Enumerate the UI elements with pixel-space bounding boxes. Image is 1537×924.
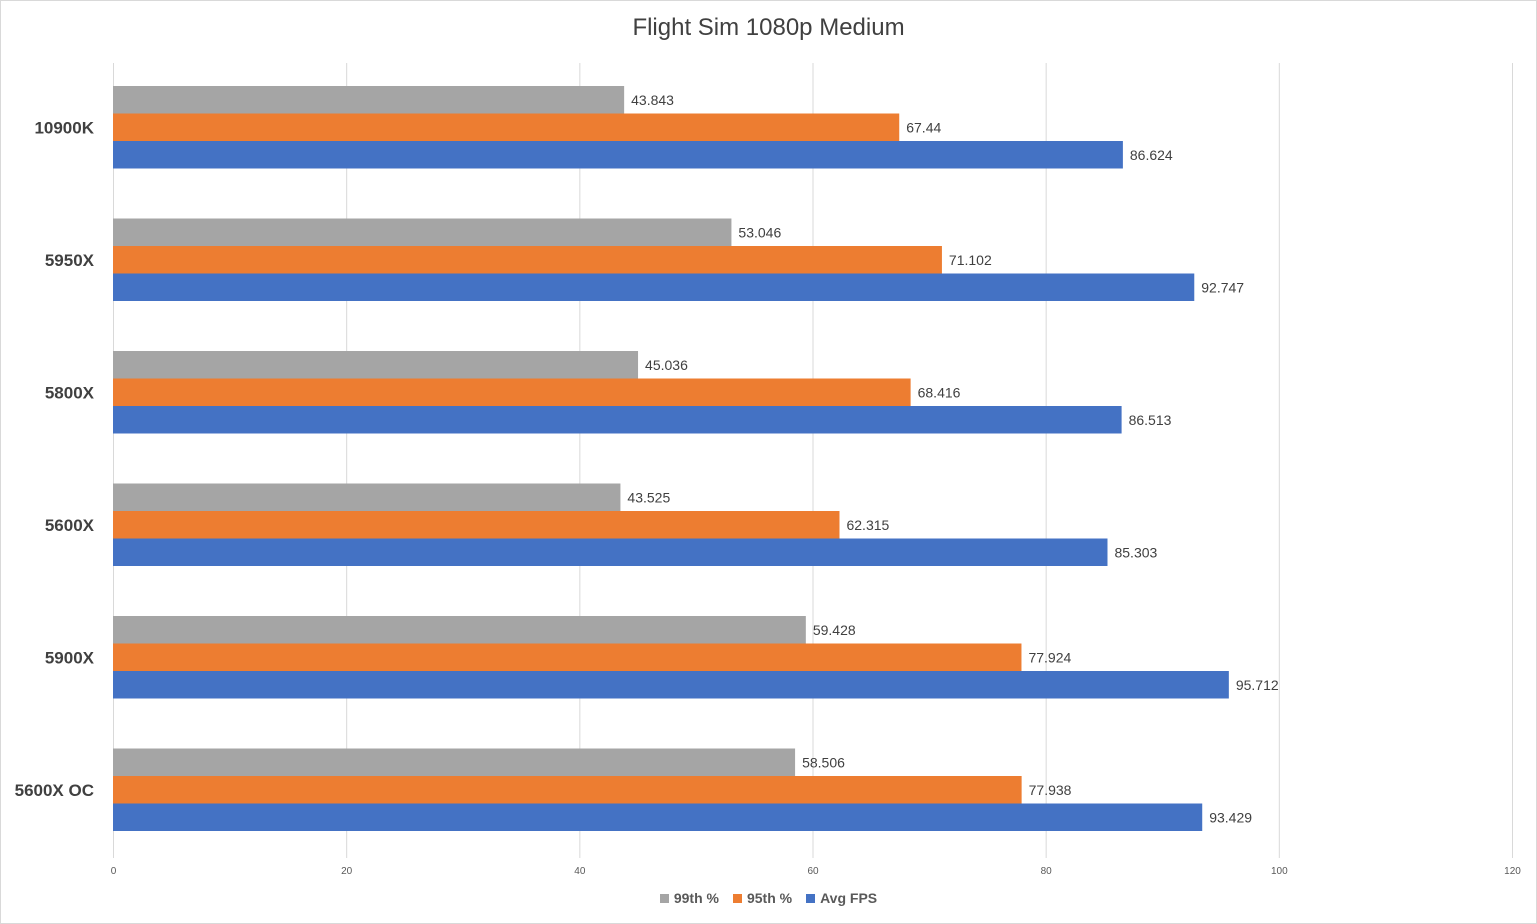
legend-swatch-avg-fps [806, 893, 816, 903]
legend-item-avg-fps: Avg FPS [806, 890, 877, 906]
bar [113, 246, 942, 274]
x-tick-label: 80 [1041, 866, 1053, 877]
category-label: 5950X [45, 251, 95, 270]
legend: 99th % 95th % Avg FPS [0, 890, 1537, 906]
category-label: 5800X [45, 383, 95, 402]
data-label: 58.506 [802, 754, 845, 770]
x-tick-label: 20 [341, 866, 353, 877]
data-label: 45.036 [645, 357, 688, 373]
x-tick-label: 120 [1504, 866, 1521, 877]
bar [113, 643, 1022, 671]
data-label: 68.416 [918, 384, 961, 400]
data-label: 85.303 [1114, 544, 1157, 560]
x-tick-label: 0 [111, 866, 117, 877]
legend-label-avg-fps: Avg FPS [820, 890, 878, 906]
bar [113, 748, 796, 776]
category-label: 5900X [45, 648, 95, 667]
x-tick-label: 100 [1271, 866, 1288, 877]
category-label: 5600X OC [15, 781, 94, 800]
data-label: 43.843 [631, 92, 674, 108]
data-label: 86.513 [1129, 412, 1172, 428]
x-tick-label: 60 [807, 866, 819, 877]
bar [113, 141, 1123, 169]
bar [113, 776, 1022, 804]
legend-label-99th: 99th % [673, 890, 719, 906]
bar [113, 511, 840, 539]
data-label: 53.046 [738, 224, 781, 240]
data-label: 43.525 [627, 489, 670, 505]
bar [113, 538, 1108, 566]
data-label: 92.747 [1201, 279, 1244, 295]
category-label: 5600X [45, 516, 95, 535]
data-label: 67.44 [906, 119, 941, 135]
x-tick-label: 40 [574, 866, 586, 877]
data-label: 77.924 [1028, 649, 1071, 665]
data-label: 86.624 [1130, 147, 1173, 163]
data-label: 95.712 [1236, 677, 1279, 693]
bar [113, 218, 732, 246]
legend-label-95th: 95th % [746, 890, 793, 906]
bar [113, 406, 1122, 434]
category-label: 10900K [34, 118, 94, 137]
legend-swatch-99th [659, 893, 669, 903]
chart-title: Flight Sim 1080p Medium [632, 14, 905, 41]
bar [113, 483, 621, 511]
bar [113, 616, 806, 644]
bar [113, 273, 1195, 301]
data-label: 93.429 [1209, 809, 1252, 825]
bar [113, 803, 1203, 831]
bar [113, 86, 625, 114]
legend-item-95th: 95th % [732, 890, 793, 906]
bar [113, 113, 900, 141]
data-label: 59.428 [813, 622, 856, 638]
legend-swatch-95th [732, 893, 742, 903]
legend-item-99th: 99th % [659, 890, 719, 906]
bar [113, 351, 639, 379]
data-label: 71.102 [949, 252, 992, 268]
data-label: 77.938 [1029, 782, 1072, 798]
bar [113, 671, 1229, 699]
data-label: 62.315 [846, 517, 889, 533]
bar [113, 378, 911, 406]
